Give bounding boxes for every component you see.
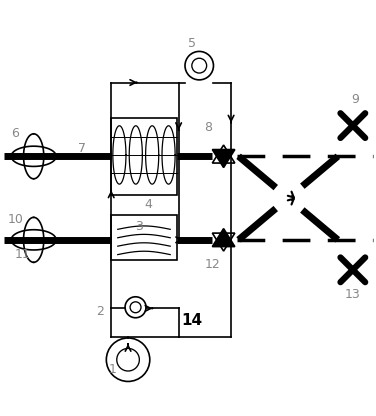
Text: 13: 13 bbox=[345, 287, 361, 301]
Polygon shape bbox=[212, 229, 235, 247]
Text: 8: 8 bbox=[204, 121, 212, 134]
Polygon shape bbox=[212, 150, 235, 168]
Text: 12: 12 bbox=[205, 258, 220, 271]
Text: 10: 10 bbox=[8, 213, 24, 226]
Text: 11: 11 bbox=[15, 248, 30, 261]
Text: 14: 14 bbox=[181, 313, 202, 328]
Text: 6: 6 bbox=[11, 126, 19, 140]
Text: 2: 2 bbox=[96, 305, 104, 317]
Text: 4: 4 bbox=[145, 198, 153, 211]
Bar bbox=[111, 118, 177, 195]
Text: 9: 9 bbox=[351, 93, 359, 106]
Text: 3: 3 bbox=[135, 220, 143, 233]
Text: 1: 1 bbox=[109, 363, 117, 376]
Text: 5: 5 bbox=[188, 37, 196, 50]
Text: 7: 7 bbox=[78, 141, 86, 155]
Bar bbox=[111, 215, 177, 260]
